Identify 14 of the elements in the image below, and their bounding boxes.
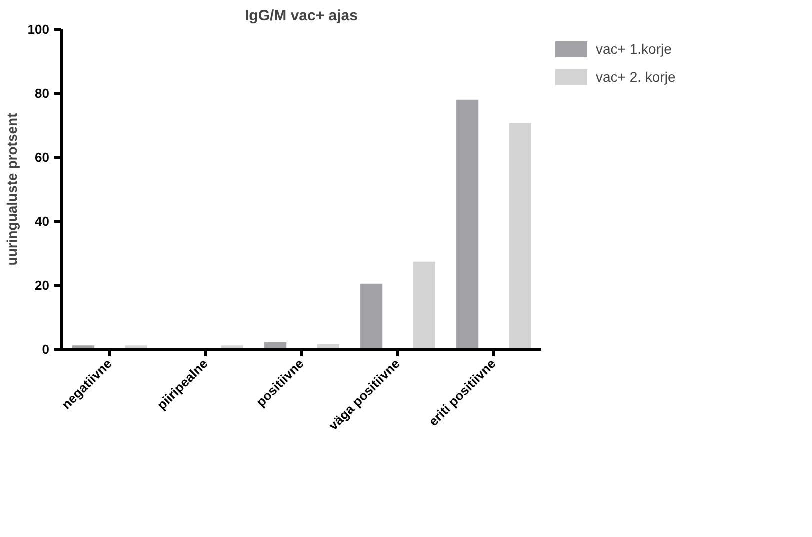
y-tick-label: 100 xyxy=(28,22,50,37)
y-axis-title: uuringualuste protsent xyxy=(4,112,20,266)
y-tick-label: 40 xyxy=(35,214,50,229)
chart-title: IgG/M vac+ ajas xyxy=(245,8,358,24)
legend-label: vac+ 2. korje xyxy=(596,69,676,85)
y-tick-label: 80 xyxy=(35,86,50,101)
legend-label: vac+ 1.korje xyxy=(596,41,672,57)
y-tick-label: 20 xyxy=(35,278,50,293)
bar xyxy=(509,123,532,350)
y-tick-label: 60 xyxy=(35,150,50,165)
y-tick-label: 0 xyxy=(42,342,50,357)
bar xyxy=(413,262,436,350)
bar xyxy=(456,100,479,350)
bar xyxy=(360,284,383,350)
